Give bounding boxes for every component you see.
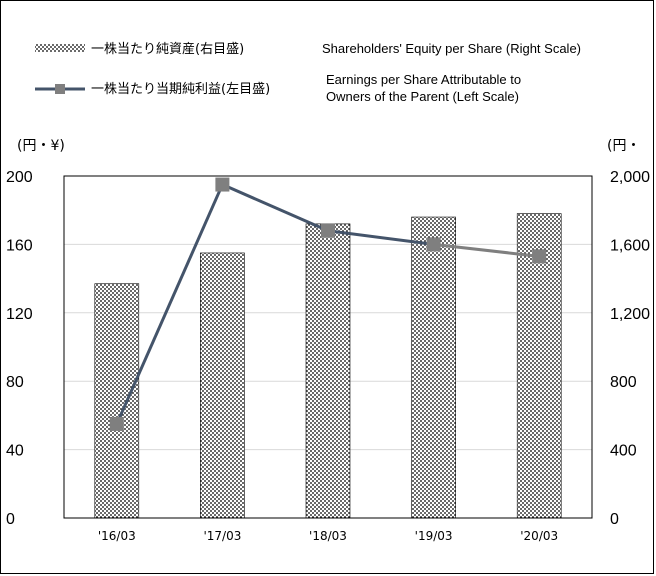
left-axis-unit: (円・¥)	[17, 138, 65, 154]
eps-marker	[321, 223, 335, 238]
bars	[94, 213, 562, 519]
legend-bar-swatch	[35, 44, 85, 52]
eps-line	[115, 183, 540, 425]
x-tick-label: '18/03	[309, 529, 347, 543]
right-axis-ticks: 0 400 800 1,200 1,600 2,000	[610, 169, 650, 528]
legend-line-label-en-1: Earnings per Share Attributable to	[326, 72, 521, 87]
equity-bar	[94, 283, 140, 519]
equity-bar	[200, 252, 245, 519]
equity-bar	[516, 213, 562, 519]
eps-marker	[109, 416, 124, 431]
x-tick-label: '19/03	[415, 529, 453, 543]
eps-marker	[532, 249, 547, 264]
legend-line-marker	[55, 84, 65, 94]
left-tick-label: 40	[6, 443, 24, 460]
eps-line-segment	[433, 242, 540, 258]
eps-line-segment	[221, 183, 329, 233]
right-tick-label: 2,000	[610, 169, 650, 186]
left-tick-label: 120	[6, 306, 33, 323]
left-tick-label: 160	[6, 237, 33, 254]
legend-bar-label: 一株当たり純資産(右目盛)	[91, 41, 244, 57]
left-axis-ticks: 0 40 80 120 160 200	[6, 169, 33, 528]
eps-marker	[426, 237, 441, 252]
left-tick-label: 0	[6, 511, 15, 528]
legend: 一株当たり純資産(右目盛) Shareholders' Equity per S…	[35, 41, 581, 104]
x-tick-label: '16/03	[98, 529, 136, 543]
right-tick-label: 800	[610, 374, 637, 391]
legend-bar-label-en: Shareholders' Equity per Share (Right Sc…	[322, 41, 581, 56]
right-tick-label: 1,200	[610, 306, 650, 323]
right-tick-label: 400	[610, 443, 637, 460]
eps-marker	[215, 177, 230, 192]
right-axis-unit: (円・	[607, 138, 640, 154]
x-tick-label: '17/03	[203, 529, 241, 543]
left-tick-label: 200	[6, 169, 33, 186]
eps-line-segment	[327, 229, 434, 246]
legend-line-label: 一株当たり当期純利益(左目盛)	[91, 82, 270, 97]
equity-bar	[411, 216, 456, 519]
legend-line-label-en-2: Owners of the Parent (Left Scale)	[326, 89, 519, 104]
left-tick-label: 80	[6, 374, 24, 391]
equity-bar	[305, 223, 351, 519]
plot-area-border	[63, 175, 593, 519]
x-axis-ticks: '16/03 '17/03 '18/03 '19/03 '20/03	[98, 529, 558, 543]
eps-markers	[109, 177, 547, 431]
eps-line-segment	[115, 183, 224, 425]
right-tick-label: 1,600	[610, 237, 650, 254]
right-tick-label: 0	[610, 511, 619, 528]
x-tick-label: '20/03	[520, 529, 558, 543]
